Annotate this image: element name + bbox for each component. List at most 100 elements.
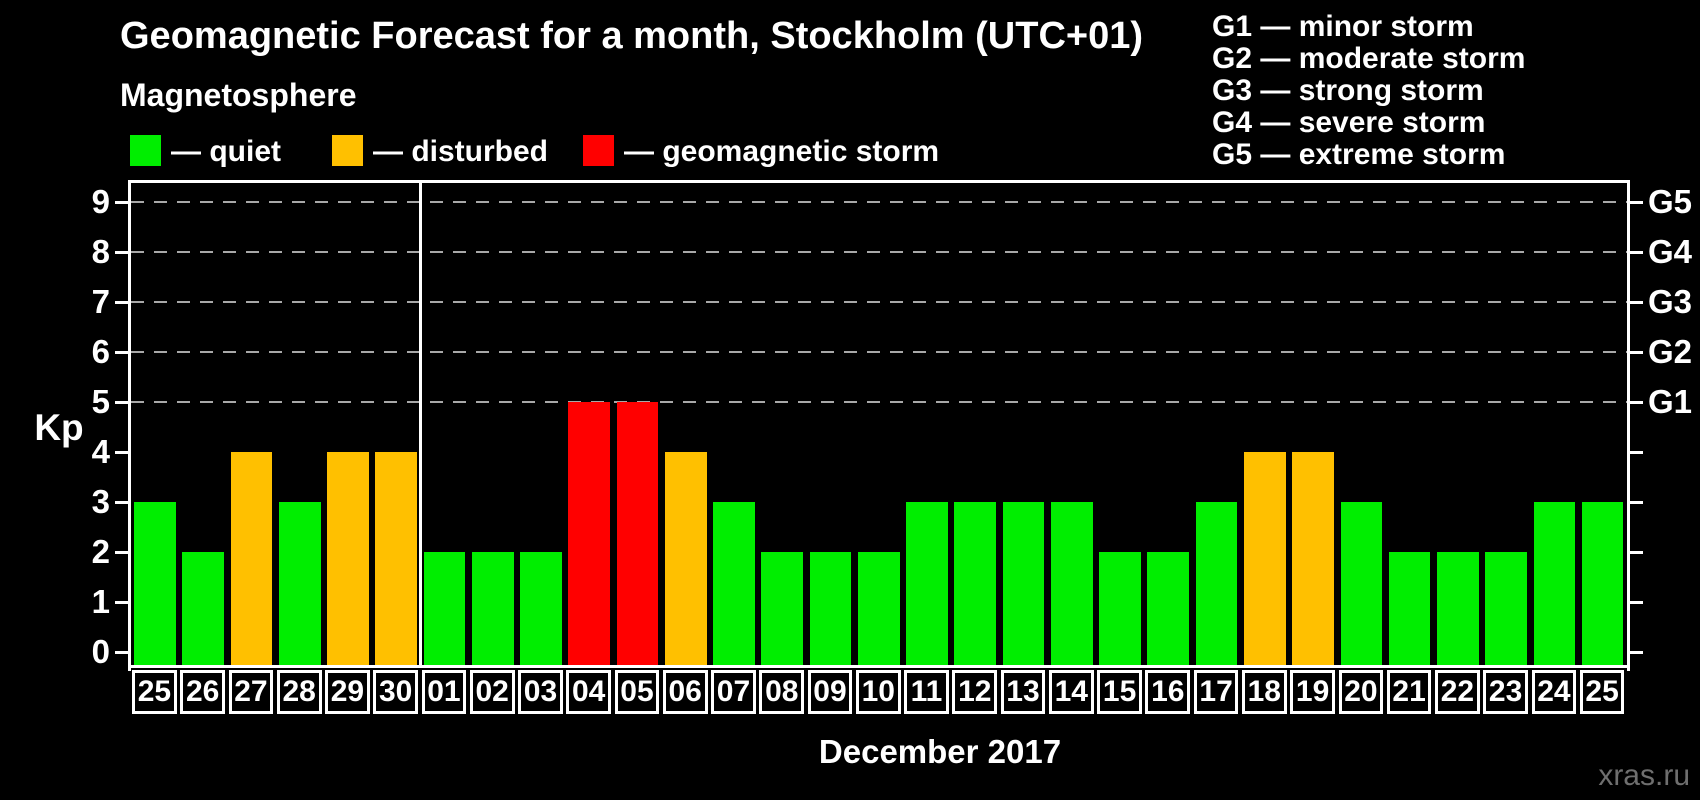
y-tick-left-8 — [115, 250, 128, 254]
day-cell-24: 24 — [1531, 670, 1577, 714]
bar-day-02 — [471, 552, 514, 668]
y-tick-right-0 — [1630, 650, 1643, 654]
y-tick-label-1: 1 — [91, 583, 110, 620]
bar-day-24 — [1533, 502, 1576, 668]
y-tick-label-8: 8 — [91, 233, 110, 270]
chart-subtitle: Magnetosphere — [120, 77, 357, 113]
y-tick-right-1 — [1630, 600, 1643, 604]
bar-day-06 — [664, 452, 707, 668]
bar-day-13 — [1002, 502, 1045, 668]
day-cell-07: 07 — [711, 670, 756, 714]
bar-day-03 — [520, 552, 562, 668]
bar-day-05 — [616, 402, 659, 668]
y-tick-label-2: 2 — [91, 533, 110, 570]
bar-day-27 — [230, 452, 273, 668]
bar-day-18 — [1243, 452, 1286, 668]
y-tick-right-8 — [1630, 250, 1643, 254]
g-scale-line-g4: G4 — severe storm — [1212, 106, 1486, 139]
bar-day-01 — [423, 552, 466, 668]
day-cell-02: 02 — [469, 670, 515, 714]
y-tick-label-3: 3 — [91, 483, 110, 520]
day-cell-18: 18 — [1241, 670, 1287, 714]
bar-day-26 — [182, 552, 225, 668]
day-cell-12: 12 — [952, 670, 998, 714]
day-cell-27: 27 — [228, 670, 274, 714]
day-cell-06: 06 — [662, 670, 708, 714]
legend-swatch-storm-icon — [583, 135, 614, 166]
y-tick-right-4 — [1630, 450, 1643, 454]
y-tick-label-4: 4 — [91, 433, 110, 470]
day-cell-29: 29 — [325, 670, 370, 714]
g-scale-line-g1: G1 — minor storm — [1212, 10, 1474, 43]
bar-day-20 — [1340, 502, 1383, 668]
bar-day-25 — [1581, 502, 1624, 668]
bar-day-10 — [857, 552, 900, 668]
bar-day-07 — [713, 502, 755, 668]
day-cell-14: 14 — [1048, 670, 1094, 714]
day-cell-03: 03 — [518, 670, 563, 714]
gridline-kp6 — [131, 351, 1627, 353]
plot-top-border — [128, 180, 1630, 183]
bar-day-28 — [278, 502, 321, 668]
y-axis-line-left — [128, 180, 131, 671]
g-scale-line-g2: G2 — moderate storm — [1212, 42, 1526, 75]
y-tick-left-7 — [115, 300, 128, 304]
g-scale-line-g5: G5 — extreme storm — [1212, 138, 1506, 171]
day-cell-25: 25 — [1579, 670, 1625, 714]
chart-title: Geomagnetic Forecast for a month, Stockh… — [120, 15, 1144, 57]
legend-swatch-disturbed-icon — [332, 135, 363, 166]
x-axis-baseline — [128, 665, 1630, 668]
day-cell-22: 22 — [1435, 670, 1480, 714]
y-tick-left-6 — [115, 350, 128, 354]
legend-label-disturbed: — disturbed — [373, 135, 549, 168]
day-cell-20: 20 — [1338, 670, 1384, 714]
day-cell-09: 09 — [807, 670, 853, 714]
bar-day-25 — [134, 502, 176, 668]
day-cell-11: 11 — [904, 670, 949, 714]
y-tick-right-7 — [1630, 300, 1643, 304]
bar-day-19 — [1292, 452, 1334, 668]
bar-day-15 — [1099, 552, 1141, 668]
y-tick-left-0 — [115, 650, 128, 654]
legend-swatch-quiet-icon — [130, 135, 161, 166]
day-cell-05: 05 — [614, 670, 660, 714]
day-cell-28: 28 — [276, 670, 322, 714]
y-axis-title: Kp — [34, 407, 84, 448]
day-cell-01: 01 — [421, 670, 467, 714]
day-cell-16: 16 — [1145, 670, 1191, 714]
day-cell-26: 26 — [180, 670, 226, 714]
bar-day-09 — [809, 552, 852, 668]
bar-day-11 — [906, 502, 948, 668]
day-cell-19: 19 — [1290, 670, 1335, 714]
day-cell-17: 17 — [1193, 670, 1239, 714]
y-tick-label-7: 7 — [91, 283, 110, 320]
g-axis-label-g4: G4 — [1648, 233, 1693, 270]
day-cell-25: 25 — [132, 670, 177, 714]
y-tick-right-3 — [1630, 500, 1643, 504]
y-tick-left-2 — [115, 550, 128, 554]
bar-day-17 — [1195, 502, 1238, 668]
bar-day-04 — [568, 402, 611, 668]
bar-day-23 — [1485, 552, 1527, 668]
g-scale-legend: G1 — minor storm G2 — moderate storm G3 … — [1212, 11, 1525, 171]
y-tick-left-1 — [115, 600, 128, 604]
day-cell-10: 10 — [855, 670, 901, 714]
y-tick-label-5: 5 — [91, 383, 110, 420]
day-cell-08: 08 — [759, 670, 805, 714]
y-tick-left-5 — [115, 400, 128, 404]
y-tick-left-4 — [115, 450, 128, 454]
gridline-kp7 — [131, 301, 1627, 303]
bar-day-14 — [1050, 502, 1093, 668]
g-axis-label-g5: G5 — [1648, 183, 1693, 220]
y-tick-label-9: 9 — [91, 183, 110, 220]
y-tick-label-0: 0 — [91, 633, 110, 670]
y-tick-left-3 — [115, 500, 128, 504]
y-tick-right-9 — [1630, 200, 1643, 204]
g-axis-label-g3: G3 — [1648, 283, 1693, 320]
day-cell-23: 23 — [1483, 670, 1528, 714]
g-axis-label-g2: G2 — [1648, 333, 1693, 370]
day-cell-21: 21 — [1386, 670, 1432, 714]
day-cell-30: 30 — [373, 670, 419, 714]
bar-day-16 — [1147, 552, 1190, 668]
